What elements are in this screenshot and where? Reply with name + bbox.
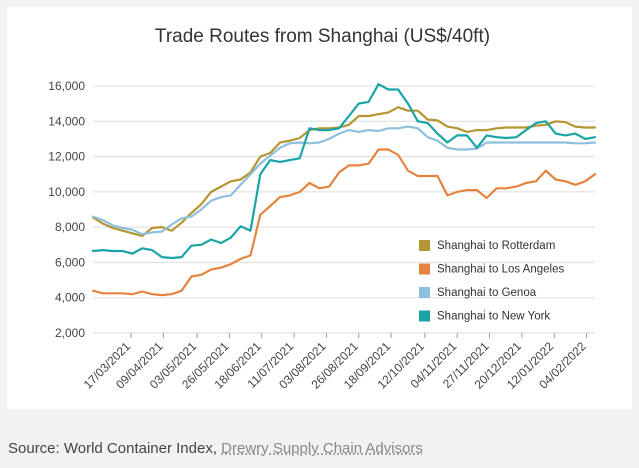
axis-layer: 2,000 4,000 6,000 8,000 10,000 12,000 14,000 16… — [48, 79, 589, 392]
legend-label[interactable]: Shanghai to Los Angeles — [437, 264, 564, 276]
series-line-new-york[interactable] — [91, 83, 597, 260]
legend-swatch — [419, 240, 430, 251]
y-tick-label: 4,000 — [55, 291, 85, 305]
y-tick-label: 16,000 — [48, 79, 85, 93]
series-line-rotterdam[interactable] — [91, 106, 597, 238]
line-chart: 2,000 4,000 6,000 8,000 10,000 12,000 14,000 16… — [48, 79, 597, 392]
source-link[interactable]: Drewry Supply Chain Advisors — [221, 440, 423, 457]
y-tick-label: 2,000 — [55, 326, 85, 340]
legend-swatch — [419, 287, 430, 298]
chart-card: 2,000 4,000 6,000 8,000 10,000 12,000 14,000 16… — [7, 7, 632, 409]
y-tick-label: 14,000 — [48, 114, 85, 128]
source-line: Source: World Container Index, Drewry Su… — [8, 440, 423, 457]
series-line-los-angeles[interactable] — [91, 148, 597, 297]
chart-title: Trade Routes from Shanghai (US$/40ft) — [154, 26, 491, 47]
legend-swatch — [419, 263, 430, 275]
source-prefix: Source: World Container Index, — [8, 440, 222, 457]
legend: Shanghai to Rotterdam Shanghai to Los Ang… — [419, 240, 564, 323]
legend-swatch — [419, 310, 430, 322]
legend-label[interactable]: Shanghai to Genoa — [437, 287, 537, 299]
legend-label[interactable]: Shanghai to Rotterdam — [437, 240, 555, 252]
series-layer — [91, 83, 597, 297]
y-tick-label: 6,000 — [55, 255, 85, 269]
series-line-genoa[interactable] — [91, 125, 597, 236]
y-tick-label: 12,000 — [48, 150, 85, 164]
legend-label[interactable]: Shanghai to New York — [437, 311, 550, 323]
y-tick-label: 8,000 — [55, 220, 85, 234]
y-tick-label: 10,000 — [48, 185, 85, 199]
